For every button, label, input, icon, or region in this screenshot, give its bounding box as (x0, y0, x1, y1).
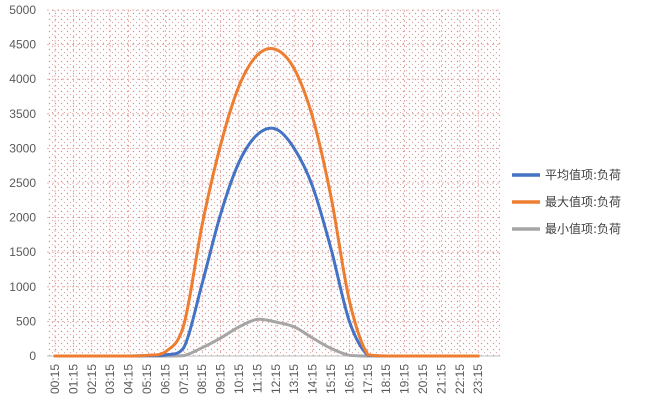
x-tick-label: 07:15 (177, 364, 191, 394)
x-tick-label: 13:15 (287, 364, 301, 394)
x-tick-label: 10:15 (232, 364, 246, 394)
y-tick-label: 3000 (9, 141, 36, 155)
x-tick-label: 05:15 (140, 364, 154, 394)
x-tick-label: 12:15 (269, 364, 283, 394)
y-tick-label: 4500 (9, 38, 36, 52)
x-tick-label: 11:15 (250, 364, 264, 393)
legend-label: 最大值项:负荷 (545, 194, 621, 209)
x-tick-label: 08:15 (195, 364, 209, 394)
x-axis: 00:15 01:15 02:15 03:15 04:15 05:15 06:15 07:15… (48, 364, 485, 394)
x-tick-label: 09:15 (214, 364, 228, 394)
x-tick-label: 02:15 (85, 364, 99, 394)
x-tick-label: 06:15 (158, 364, 172, 394)
series-line-1 (53, 46, 480, 358)
y-tick-label: 5000 (9, 3, 36, 17)
y-tick-label: 0 (29, 349, 36, 363)
x-tick-label: 01:15 (66, 364, 80, 394)
y-tick-label: 500 (16, 314, 36, 328)
series-lines (53, 46, 480, 358)
x-tick-label: 22:15 (453, 364, 467, 394)
y-tick-label: 1000 (9, 280, 36, 294)
legend-label: 平均值项:负荷 (545, 167, 621, 182)
x-tick-label: 03:15 (103, 364, 117, 394)
y-axis: 0 500 1000 1500 2000 2500 3000 3500 4000 4500 5000 (9, 3, 36, 363)
x-tick-label: 20:15 (416, 364, 430, 394)
x-tick-label: 23:15 (471, 364, 485, 394)
y-tick-label: 4000 (9, 72, 36, 86)
x-tick-label: 21:15 (434, 364, 448, 394)
x-tick-label: 15:15 (324, 364, 338, 394)
y-tick-label: 2500 (9, 176, 36, 190)
x-tick-label: 16:15 (342, 364, 356, 394)
x-tick-label: 19:15 (398, 364, 412, 394)
x-tick-label: 14:15 (306, 364, 320, 394)
x-tick-label: 00:15 (48, 364, 62, 394)
x-tick-label: 04:15 (122, 364, 136, 394)
x-tick-label: 18:15 (379, 364, 393, 394)
y-tick-label: 3500 (9, 107, 36, 121)
y-tick-label: 1500 (9, 245, 36, 259)
y-tick-label: 2000 (9, 211, 36, 225)
legend-label: 最小值项:负荷 (545, 221, 621, 236)
x-tick-label: 17:15 (361, 364, 375, 394)
